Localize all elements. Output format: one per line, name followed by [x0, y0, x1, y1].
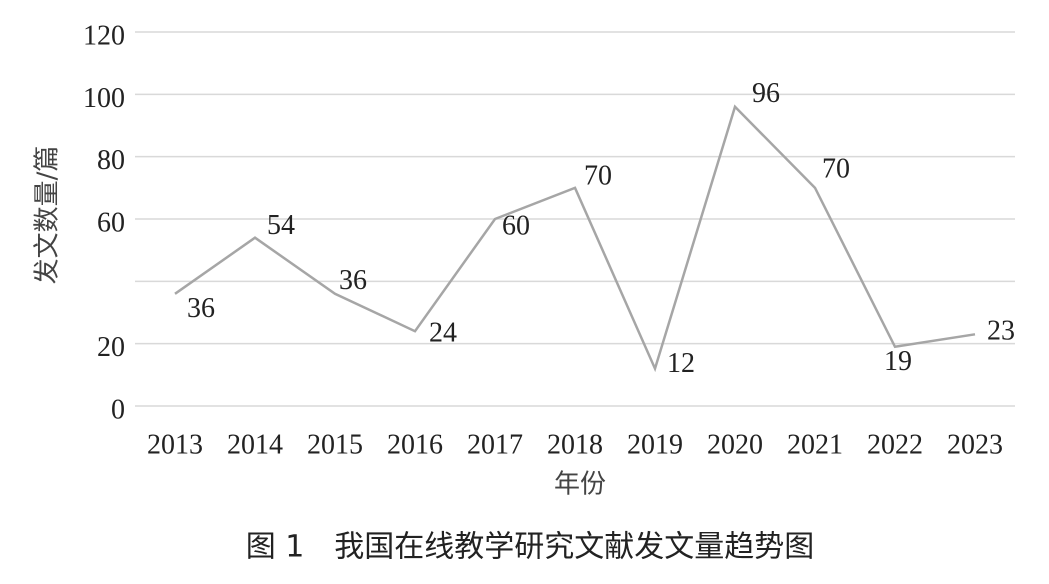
x-tick-label: 2016: [387, 429, 443, 460]
data-label: 54: [267, 210, 295, 241]
data-label: 36: [187, 293, 215, 324]
data-label: 70: [822, 153, 850, 184]
x-tick-label: 2021: [787, 429, 843, 460]
x-tick-label: 2019: [627, 429, 683, 460]
y-tick-label: 60: [97, 207, 125, 238]
y-tick-label: 0: [111, 394, 125, 425]
data-label: 19: [884, 346, 912, 377]
line: [174, 104, 976, 373]
y-axis-title: 发文数量/篇: [33, 146, 63, 285]
x-tick-label: 2015: [307, 429, 363, 460]
y-tick-label: 100: [83, 83, 125, 114]
x-tick-label: 2018: [547, 429, 603, 460]
y-tick-label: 120: [83, 20, 125, 51]
x-tick-label: 2014: [227, 429, 283, 460]
data-label: 24: [429, 318, 457, 349]
data-label: 96: [752, 78, 780, 109]
x-tick-label: 2023: [947, 429, 1003, 460]
data-label: 12: [667, 348, 695, 379]
x-tick-label: 2022: [867, 429, 923, 460]
x-tick-label: 2013: [147, 429, 203, 460]
data-label: 60: [502, 210, 530, 241]
data-label: 36: [339, 265, 367, 296]
x-axis-title: 年份: [554, 470, 606, 500]
x-tick-label: 2017: [467, 429, 523, 460]
y-tick-label: 20: [97, 332, 125, 363]
caption: 图 1 我国在线教学研究文献发文量趋势图: [246, 530, 815, 565]
data-label: 70: [584, 160, 612, 191]
data-label: 23: [987, 316, 1015, 347]
x-tick-label: 2020: [707, 429, 763, 460]
y-tick-label: 80: [97, 145, 125, 176]
